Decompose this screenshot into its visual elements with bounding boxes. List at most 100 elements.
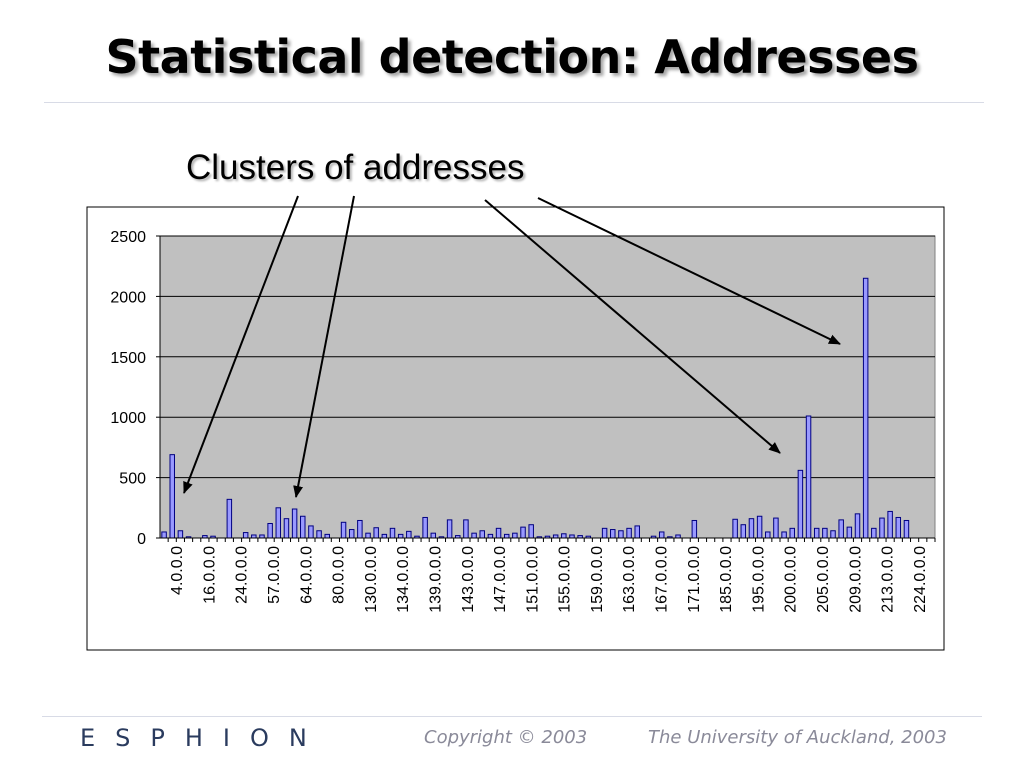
- bar: [471, 532, 477, 539]
- bar: [446, 519, 453, 539]
- bar: [316, 530, 322, 539]
- bar: [862, 277, 869, 539]
- x-tick-label: 130.0.0.0: [363, 546, 380, 613]
- bar: [895, 516, 902, 539]
- annotation-arrows: [183, 195, 841, 498]
- x-tick-label: 209.0.0.0: [847, 546, 864, 613]
- x-tick-label: 139.0.0.0: [427, 546, 444, 613]
- bar: [838, 519, 844, 539]
- bar: [324, 533, 330, 539]
- bar: [340, 521, 347, 539]
- bar: [169, 454, 175, 539]
- bar: [495, 527, 502, 539]
- x-tick-label: 4.0.0.0: [169, 546, 186, 595]
- y-tick-label: 1000: [110, 410, 146, 427]
- annotation-arrow-2: [293, 195, 355, 498]
- bar: [275, 507, 282, 539]
- y-tick-label: 500: [119, 471, 146, 488]
- bar: [740, 524, 747, 539]
- annotation-label: Clusters of addresses: [186, 148, 525, 187]
- bar: [389, 527, 396, 539]
- bar: [300, 515, 306, 539]
- footer-divider: [42, 716, 982, 717]
- bar: [626, 527, 632, 539]
- bar: [903, 519, 910, 539]
- bar: [348, 529, 355, 539]
- bar: [373, 527, 379, 539]
- bar: [830, 530, 836, 539]
- x-tick-label: 24.0.0.0: [234, 546, 251, 604]
- bar: [601, 527, 608, 539]
- annotation-arrow-3: [484, 199, 781, 454]
- bar: [756, 515, 763, 539]
- bar: [765, 531, 771, 539]
- x-tick-label: 155.0.0.0: [557, 546, 574, 613]
- x-tick-label: 205.0.0.0: [815, 546, 832, 613]
- bar: [658, 531, 665, 539]
- x-tick-label: 167.0.0.0: [654, 546, 671, 613]
- bar: [797, 469, 804, 539]
- bar: [308, 525, 314, 539]
- bar: [512, 532, 518, 539]
- bar: [813, 527, 820, 539]
- x-tick-label: 213.0.0.0: [880, 546, 897, 613]
- x-tick-label: 80.0.0.0: [331, 546, 348, 604]
- x-tick-label: 163.0.0.0: [621, 546, 638, 613]
- x-tick-label: 200.0.0.0: [783, 546, 800, 613]
- bar: [528, 524, 534, 539]
- bar: [520, 526, 526, 539]
- x-tick-label: 147.0.0.0: [492, 546, 509, 613]
- bar: [879, 517, 885, 539]
- bar: [805, 415, 812, 539]
- bar: [291, 508, 298, 539]
- y-tick-label: 0: [137, 531, 146, 548]
- bar: [634, 525, 640, 539]
- university-text: The University of Auckland, 2003: [648, 727, 947, 748]
- bar: [161, 531, 167, 539]
- bar: [357, 519, 363, 539]
- x-tick-label: 134.0.0.0: [395, 546, 412, 613]
- x-tick-label: 64.0.0.0: [298, 546, 315, 604]
- bar: [463, 519, 469, 539]
- bar: [487, 533, 494, 539]
- title-divider: [44, 102, 984, 103]
- bar: [177, 530, 184, 539]
- bar: [283, 518, 290, 539]
- bar: [267, 523, 273, 539]
- bar: [871, 527, 877, 539]
- bar: [691, 519, 698, 539]
- bar: [381, 533, 388, 539]
- bar: [406, 530, 412, 539]
- bar: [610, 529, 616, 539]
- annotation-arrow-1: [183, 195, 299, 494]
- axes: 0 500 1000 1500 2000 2500 4.0.0.0 16.0.0.0 24.0.…: [110, 229, 936, 613]
- plot-area: [159, 235, 936, 539]
- bar: [503, 533, 510, 539]
- bar: [561, 533, 567, 539]
- bar: [748, 518, 755, 539]
- x-tick-label: 195.0.0.0: [750, 546, 767, 613]
- bar: [226, 498, 233, 539]
- annotation-arrow-4: [537, 197, 841, 345]
- bar: [618, 530, 624, 539]
- bar: [422, 516, 428, 539]
- bar: [365, 532, 371, 539]
- bar: [781, 531, 787, 539]
- bar: [773, 517, 779, 539]
- bar: [732, 518, 738, 539]
- y-tick-label: 2500: [110, 229, 146, 246]
- bar: [479, 530, 485, 539]
- slide-title: Statistical detection: Addresses: [105, 30, 919, 84]
- bar: [397, 533, 404, 539]
- bar: [854, 513, 861, 539]
- x-tick-label: 143.0.0.0: [460, 546, 477, 613]
- x-tick-label: 16.0.0.0: [201, 546, 218, 604]
- x-tick-label: 159.0.0.0: [589, 546, 606, 613]
- bar: [242, 532, 249, 539]
- y-tick-label: 2000: [110, 289, 146, 306]
- bar: [822, 527, 828, 539]
- x-tick-label: 224.0.0.0: [912, 546, 929, 613]
- x-tick-label: 171.0.0.0: [686, 546, 703, 613]
- x-tick-label: 57.0.0.0: [266, 546, 283, 604]
